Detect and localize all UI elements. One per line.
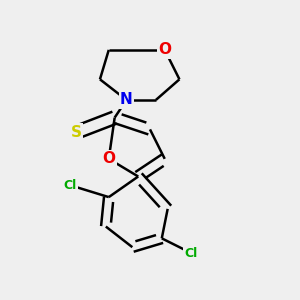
- Text: O: O: [158, 42, 171, 57]
- Text: N: N: [120, 92, 133, 107]
- Text: Cl: Cl: [64, 179, 77, 192]
- Text: S: S: [71, 125, 82, 140]
- Text: Cl: Cl: [184, 247, 198, 260]
- Text: O: O: [102, 151, 115, 166]
